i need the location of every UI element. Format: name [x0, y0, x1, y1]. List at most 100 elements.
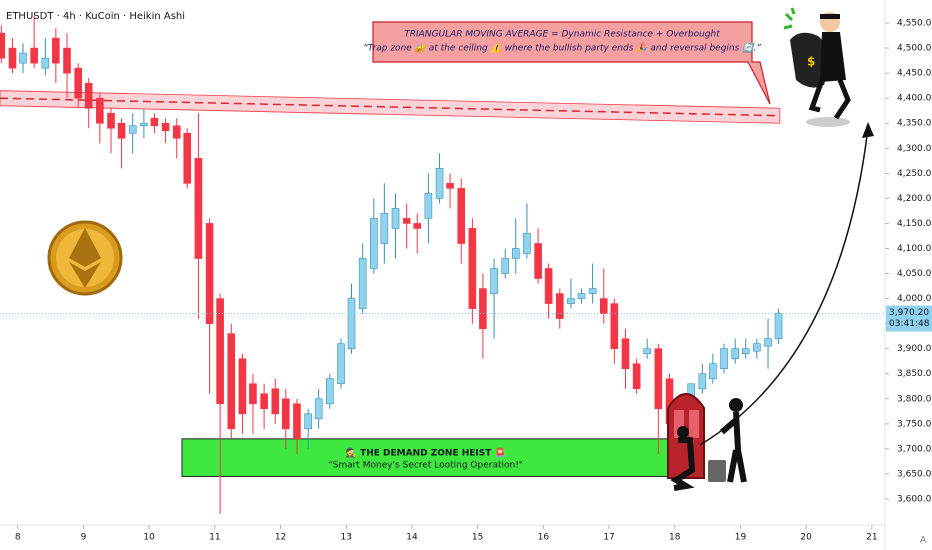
x-tick-label: 21 — [866, 533, 877, 543]
x-tick-label: 12 — [275, 533, 286, 543]
candle-body — [479, 288, 487, 329]
x-tick-label: 15 — [472, 533, 483, 543]
y-tick-label: 3,650.00 — [897, 469, 932, 479]
candle-body — [720, 348, 728, 370]
y-tick-label: 4,300.00 — [897, 144, 932, 154]
x-tick-label: 20 — [800, 533, 812, 543]
candle-body — [731, 348, 740, 359]
candle-body — [249, 383, 257, 405]
candle-body — [610, 303, 619, 349]
candle-body — [74, 67, 82, 99]
y-tick-label: 4,550.00 — [897, 19, 932, 29]
y-tick-label: 3,900.00 — [897, 344, 932, 354]
x-tick-label: 16 — [538, 533, 550, 543]
eth-coin-icon — [47, 220, 123, 296]
demand-zone-subtitle: "Smart Money's Secret Looting Operation!… — [329, 460, 523, 470]
candle-body — [161, 122, 170, 132]
candle-body — [304, 413, 312, 430]
note-callout — [372, 21, 771, 105]
candle-body — [52, 37, 60, 64]
x-tick-label: 17 — [603, 533, 614, 543]
candle-body — [413, 223, 422, 229]
candle-body — [753, 343, 761, 352]
candle-body — [326, 378, 334, 405]
candle-body — [271, 388, 280, 415]
candle-body — [194, 158, 203, 259]
candle-body — [150, 117, 159, 127]
candle-body — [260, 393, 268, 410]
svg-text:$: $ — [807, 55, 815, 69]
demand-zone-title: 🕵️ THE DEMAND ZONE HEIST 🚨 — [346, 446, 506, 458]
candle-body — [709, 363, 717, 380]
candle-body — [380, 213, 389, 244]
candle-body — [117, 122, 126, 139]
candle-body — [446, 183, 454, 189]
auto-scale-button[interactable]: A — [920, 536, 927, 546]
x-tick-label: 19 — [735, 533, 747, 543]
candle-body — [567, 298, 575, 304]
candle-body — [577, 293, 586, 299]
candle-body — [358, 258, 367, 309]
candle-body — [41, 57, 50, 69]
y-tick-label: 3,700.00 — [897, 444, 932, 454]
y-tick-label: 3,750.00 — [897, 419, 932, 429]
x-tick-label: 13 — [341, 533, 352, 543]
candle-body — [523, 233, 531, 254]
candle-body — [555, 293, 564, 319]
candle-body — [30, 47, 38, 64]
candle-body — [632, 363, 641, 390]
candle-body — [128, 125, 137, 134]
y-tick-label: 4,150.00 — [897, 219, 932, 229]
y-tick-label: 4,050.00 — [897, 269, 932, 279]
candle-body — [238, 358, 247, 415]
candle-body — [588, 288, 597, 294]
candle-body — [314, 398, 323, 420]
y-tick-label: 4,100.00 — [897, 244, 932, 254]
candle-body — [741, 348, 750, 354]
candle-body — [0, 32, 6, 59]
candle-body — [282, 398, 290, 430]
x-tick-label: 18 — [669, 533, 681, 543]
candle-body — [534, 243, 542, 279]
last-price-tag — [886, 305, 932, 332]
y-tick-label: 3,850.00 — [897, 369, 932, 379]
candle-body — [544, 268, 553, 304]
countdown-label: 03:41:48 — [889, 319, 930, 329]
x-tick-label: 14 — [406, 533, 418, 543]
candle-body — [490, 268, 498, 294]
y-tick-label: 3,600.00 — [897, 494, 932, 504]
candle-body — [501, 258, 510, 274]
candle-body — [774, 313, 783, 339]
candle-body — [8, 47, 17, 69]
x-tick-label: 11 — [209, 533, 220, 543]
candle-body — [402, 218, 411, 224]
candle-body — [205, 223, 214, 324]
chart-title: ETHUSDT · 4h · KuCoin · Heikin Ashi — [6, 11, 185, 22]
candle-body — [140, 122, 148, 127]
forecast-arrow-head — [862, 122, 874, 138]
x-tick-label: 8 — [15, 533, 21, 543]
y-tick-label: 4,350.00 — [897, 119, 932, 129]
candle-body — [435, 168, 444, 199]
candle-body — [468, 228, 477, 309]
candle-body — [216, 298, 224, 405]
x-tick-label: 10 — [143, 533, 155, 543]
candle-body — [643, 348, 651, 354]
candle-body — [227, 333, 236, 430]
candle-body — [96, 97, 104, 124]
candle-body — [599, 298, 608, 314]
y-tick-label: 4,200.00 — [897, 194, 932, 204]
candle-body — [293, 403, 301, 440]
note-text: “Trap zone 🔐 at the ceiling ⚠️ where the… — [363, 42, 761, 54]
candle-body — [457, 188, 466, 244]
candle-body — [764, 338, 772, 347]
candle-body — [511, 248, 520, 259]
y-tick-label: 4,000.00 — [897, 294, 932, 304]
candle-body — [424, 193, 433, 219]
y-tick-label: 4,250.00 — [897, 169, 932, 179]
forecast-arrow — [699, 127, 869, 446]
candle-body — [337, 343, 345, 385]
last-price-label: 3,970.20 — [889, 308, 929, 318]
y-tick-label: 4,500.00 — [897, 44, 932, 54]
